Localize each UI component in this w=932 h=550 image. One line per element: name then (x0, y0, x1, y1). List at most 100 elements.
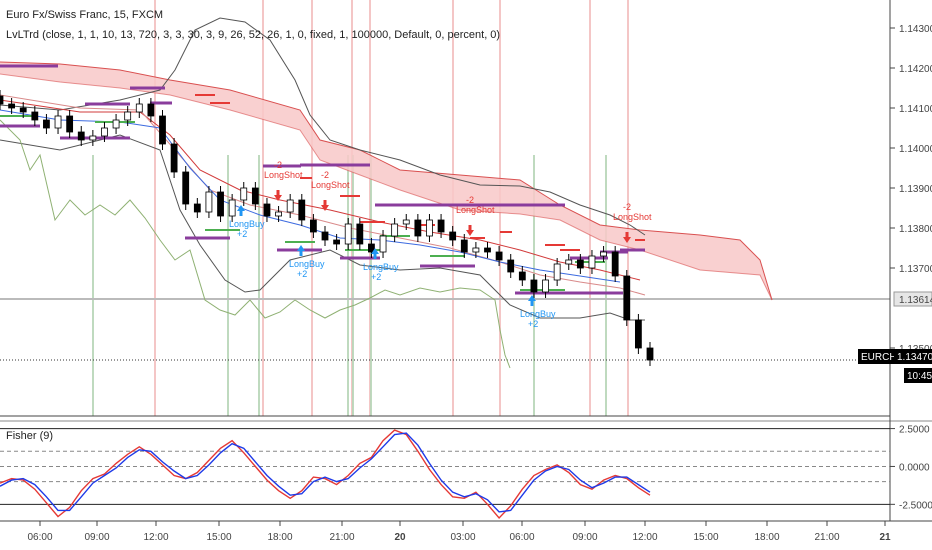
candle-body (495, 251, 503, 261)
time-tick-label-4: 18:00 (267, 532, 292, 543)
candle-body (379, 235, 387, 253)
signal-value: -2 (321, 170, 329, 180)
candle-body (333, 239, 341, 245)
cloud-lower-line (0, 73, 773, 301)
signal-value: -2 (466, 195, 474, 205)
fisher-tick-label-0: 2.5000 (899, 425, 930, 436)
candle-body (623, 275, 631, 321)
candle-body (646, 347, 654, 361)
signal-value: +2 (371, 272, 381, 282)
candle-body (437, 219, 445, 233)
candle-body (368, 243, 375, 253)
lagging-span (0, 119, 511, 369)
time-tick-label-3: 15:00 (206, 532, 231, 543)
candle-body (112, 119, 120, 129)
candle-body (228, 199, 236, 217)
signal-label: LongShot (264, 170, 303, 180)
candle-body (89, 135, 97, 141)
signal-value: -2 (623, 202, 631, 212)
cloud-area (0, 62, 772, 300)
fisher-pane (0, 428, 890, 520)
last-price-badge: 1.13470 (894, 349, 932, 364)
price-tick-label-1: 1.14200 (899, 64, 932, 75)
candle-body (565, 259, 573, 265)
fisher-series-0 (0, 429, 651, 520)
svg-text:1.13470: 1.13470 (897, 352, 932, 363)
signal-value: +2 (528, 319, 538, 329)
candle-body (240, 187, 248, 201)
candlesticks (0, 90, 654, 366)
fisher-tick-label-1: 0.0000 (899, 462, 930, 473)
time-tick-label-6: 20 (394, 532, 406, 543)
shot-arrow-icon (466, 225, 474, 236)
price-grid (0, 298, 890, 361)
long-buy-signal-0: LongBuy+2 (229, 205, 265, 239)
candle-body (286, 199, 294, 213)
candle-countdown-badge: 10:45 (904, 368, 932, 383)
shot-arrow-icon (321, 200, 329, 211)
time-axis[interactable]: 06:00 09:00 12:00 15:00 18:00 21:00 20 03:00 06:… (27, 521, 891, 543)
indicator-lines (0, 17, 646, 369)
candle-body (182, 171, 190, 205)
candle-body (66, 115, 74, 133)
time-tick-label-9: 09:00 (572, 532, 597, 543)
candle-body (43, 119, 50, 129)
long-buy-signal-2: LongBuy+2 (363, 248, 399, 282)
trade-signals: LongBuy+2LongBuy+2LongBuy+2LongBuy+2-2Lo… (229, 160, 652, 329)
long-buy-signal-1: LongBuy+2 (289, 245, 325, 279)
shot-arrow-icon (623, 232, 631, 243)
candle-body (31, 111, 39, 121)
long-buy-signal-3: LongBuy+2 (520, 295, 556, 329)
candle-body (518, 271, 526, 281)
candle-body (0, 95, 4, 105)
candle-body (159, 115, 166, 145)
time-tick-label-5: 21:00 (329, 532, 354, 543)
candle-body (542, 279, 549, 293)
fisher-tick-label-2: -2.5000 (899, 500, 932, 511)
candle-body (356, 223, 364, 245)
candle-body (298, 199, 306, 221)
signal-label: LongBuy (229, 219, 265, 229)
candle-body (472, 247, 480, 253)
candle-body (449, 231, 457, 241)
price-tick-label-2: 1.14100 (899, 104, 932, 115)
candle-body (484, 247, 491, 253)
candle-body (77, 131, 85, 141)
buy-arrow-icon (237, 205, 245, 216)
time-tick-label-10: 12:00 (632, 532, 657, 543)
fisher-axis[interactable]: 2.5000 0.0000 -2.5000 (890, 425, 932, 512)
candle-body (101, 127, 108, 137)
signal-label: LongBuy (363, 262, 399, 272)
candle-body (553, 263, 561, 281)
candle-body (8, 103, 16, 109)
signal-label: LongBuy (520, 309, 556, 319)
candle-body (321, 231, 329, 241)
candle-body (530, 279, 538, 293)
candle-body (275, 211, 282, 217)
level-price-badge: 1.13614 (893, 291, 932, 307)
signal-label: LongShot (456, 205, 495, 215)
candle-body (414, 219, 422, 237)
symbol-badge: EURCHF (858, 349, 903, 364)
candle-body (147, 103, 155, 117)
indicator-legend[interactable]: LvLTrd (close, 1, 1, 10, 13, 720, 3, 3, … (6, 29, 500, 41)
signal-value: +2 (237, 229, 247, 239)
candle-body (251, 187, 259, 205)
candle-body (576, 259, 584, 269)
time-tick-label-1: 09:00 (84, 532, 109, 543)
candle-body (19, 107, 27, 113)
svg-text:1.13614: 1.13614 (899, 295, 932, 306)
candle-body (135, 103, 143, 113)
candle-body (507, 259, 515, 273)
fisher-legend[interactable]: Fisher (9) (6, 430, 53, 442)
candle-body (588, 255, 596, 269)
svg-text:10:45: 10:45 (907, 371, 932, 382)
price-tick-label-0: 1.14300 (899, 24, 932, 35)
moving-average-1 (0, 99, 641, 281)
time-tick-label-14: 21 (879, 532, 891, 543)
candle-body (402, 219, 410, 225)
buy-arrow-icon (528, 295, 536, 306)
shot-arrow-icon (274, 190, 282, 201)
